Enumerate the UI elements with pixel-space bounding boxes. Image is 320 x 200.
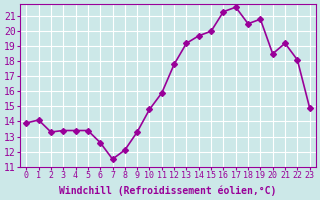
X-axis label: Windchill (Refroidissement éolien,°C): Windchill (Refroidissement éolien,°C) — [59, 185, 277, 196]
